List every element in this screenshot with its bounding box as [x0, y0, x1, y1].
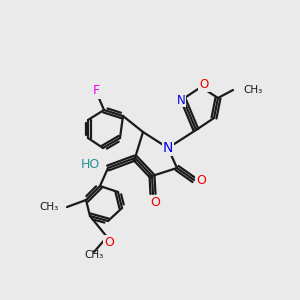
Text: CH₃: CH₃ — [84, 250, 104, 260]
Text: CH₃: CH₃ — [40, 202, 59, 212]
Text: N: N — [177, 94, 185, 106]
Text: O: O — [196, 173, 206, 187]
Text: HO: HO — [80, 158, 100, 172]
Text: N: N — [163, 141, 173, 155]
Text: F: F — [92, 85, 100, 98]
Text: O: O — [200, 79, 208, 92]
Text: CH₃: CH₃ — [243, 85, 262, 95]
Text: O: O — [104, 236, 114, 248]
Text: O: O — [150, 196, 160, 208]
